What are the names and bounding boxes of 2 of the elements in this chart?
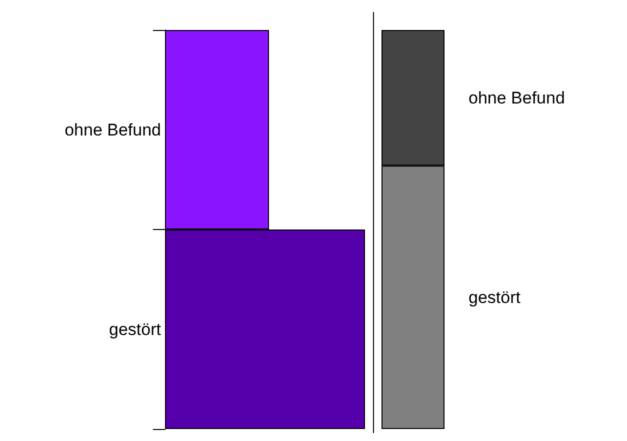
series-label: gestört [468, 288, 521, 307]
series-label: ohne Befund [468, 88, 565, 108]
